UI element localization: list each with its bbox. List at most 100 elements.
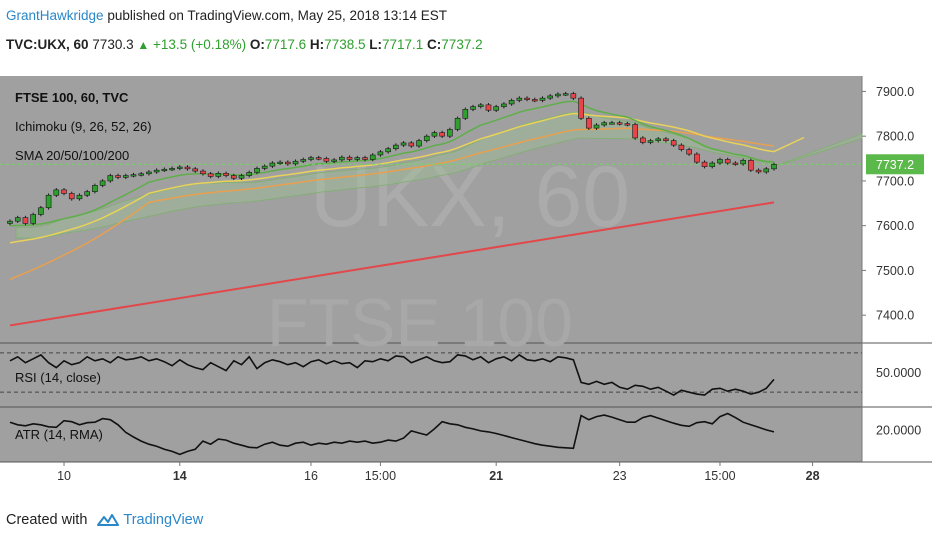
candle-body xyxy=(246,172,253,176)
candle-body xyxy=(516,97,523,101)
atr-tick-label: 20.0000 xyxy=(876,423,921,437)
candle-body xyxy=(694,153,700,163)
axis-area-bg xyxy=(862,76,932,462)
candle-body xyxy=(416,140,422,147)
rsi-pane: 50.0000 xyxy=(0,352,921,397)
candle-body xyxy=(38,207,44,215)
candle-body xyxy=(207,173,214,177)
candle-body xyxy=(138,173,144,176)
candle-body xyxy=(439,132,445,137)
ohlc-low-value: 7717.1 xyxy=(381,37,424,52)
candle-body xyxy=(400,142,407,146)
candle-body xyxy=(323,158,330,162)
candle-body xyxy=(709,162,716,167)
candle-body xyxy=(740,160,746,165)
candle-body xyxy=(377,151,384,156)
time-axis[interactable]: 10 14 16 15:00 21 23 15:00 28 xyxy=(57,462,820,483)
candle-body xyxy=(354,157,361,160)
candle-body xyxy=(230,175,237,179)
candle-body xyxy=(331,159,337,162)
time-axis-bg xyxy=(0,462,932,496)
time-tick-label: 23 xyxy=(613,469,627,483)
candle-body xyxy=(122,175,129,178)
candle-body xyxy=(45,194,52,209)
candle-body xyxy=(215,173,222,177)
sma-50-line xyxy=(9,112,805,244)
candle-body xyxy=(732,162,739,165)
candle-body xyxy=(176,166,183,169)
atr-pane: 20.0000 xyxy=(9,412,921,456)
candle-body xyxy=(61,189,67,194)
candle-body xyxy=(477,104,484,107)
candle-body xyxy=(647,140,654,143)
candle-body xyxy=(130,174,137,177)
candle-body xyxy=(99,180,106,186)
candle-body xyxy=(640,137,646,143)
price-tick-label: 7900.0 xyxy=(876,85,914,99)
atr-legend: ATR (14, RMA) xyxy=(15,427,103,442)
candle-body xyxy=(447,129,453,137)
candle-body xyxy=(655,138,662,141)
main-legend-line: Ichimoku (9, 26, 52, 26) xyxy=(15,119,152,134)
candle-body xyxy=(107,175,114,182)
candle-body xyxy=(493,106,499,111)
current-price-label: 7737.2 xyxy=(876,158,914,172)
candle-body xyxy=(748,160,754,171)
candle-body xyxy=(53,189,60,196)
candle-body xyxy=(115,175,121,178)
ichimoku-cloud xyxy=(15,111,863,239)
candle-body xyxy=(223,173,229,176)
candle-body xyxy=(524,97,530,100)
candle-body xyxy=(547,95,554,99)
candle-body xyxy=(300,159,307,162)
ohlc-close-value: 7737.2 xyxy=(441,37,483,52)
candle-body xyxy=(261,165,268,169)
ohlc-high-value: 7738.5 xyxy=(324,37,366,52)
cloud-area xyxy=(15,111,863,239)
author-link[interactable]: GrantHawkridge xyxy=(6,8,104,23)
candle-body xyxy=(76,194,83,200)
sma-200-line xyxy=(9,201,775,327)
created-with-text: Created with xyxy=(6,512,88,528)
candle-body xyxy=(609,122,615,125)
candle-body xyxy=(192,168,199,172)
sma-100-line xyxy=(9,127,775,281)
tradingview-brand[interactable]: TradingView xyxy=(123,512,204,528)
price-axis[interactable]: 7900.0 7800.0 7700.0 7600.0 7500.0 7400.0 7737… xyxy=(862,85,924,323)
ohlc-high-key: H: xyxy=(309,37,325,52)
tradingview-logo-icon xyxy=(97,514,120,526)
last-price: 7730.3 xyxy=(92,37,134,52)
candle-body xyxy=(285,161,291,165)
price-change: +13.5 (+0.18%) xyxy=(153,37,247,52)
time-tick-label: 21 xyxy=(489,469,503,483)
ohlc-close-key: C: xyxy=(427,37,442,52)
watermark-name: FTSE 100 xyxy=(267,285,573,361)
ohlc-open-value: 7717.6 xyxy=(264,37,307,52)
candle-body xyxy=(454,117,461,130)
candle-body xyxy=(701,161,708,167)
current-price-badge xyxy=(866,154,924,175)
candle-body xyxy=(153,169,160,173)
candle-body xyxy=(570,93,577,99)
candle-body xyxy=(84,191,90,196)
sma-20-line xyxy=(9,100,775,227)
candle-body xyxy=(30,214,36,224)
main-legend-line: SMA 20/50/100/200 xyxy=(15,148,129,163)
price-tick-label: 7700.0 xyxy=(876,174,914,188)
candle-body xyxy=(585,117,592,129)
candle-body xyxy=(146,171,152,175)
candle-body xyxy=(663,138,669,141)
candle-body xyxy=(624,123,631,126)
price-chart[interactable]: UKX, 60 FTSE 100 50.0000 20.0000 7900.0 78… xyxy=(0,76,932,496)
candle-body xyxy=(755,169,762,173)
main-legend-line: FTSE 100, 60, TVC xyxy=(15,90,129,105)
candle-body xyxy=(7,220,13,224)
candle-body xyxy=(470,106,476,110)
candle-body xyxy=(562,93,569,96)
ohlc-low-key: L: xyxy=(369,37,382,52)
candle-body xyxy=(68,193,75,200)
candle-body xyxy=(485,104,492,111)
candle-body xyxy=(238,175,245,179)
rsi-tick-label: 50.0000 xyxy=(876,366,921,380)
time-tick-label: 15:00 xyxy=(704,469,735,483)
